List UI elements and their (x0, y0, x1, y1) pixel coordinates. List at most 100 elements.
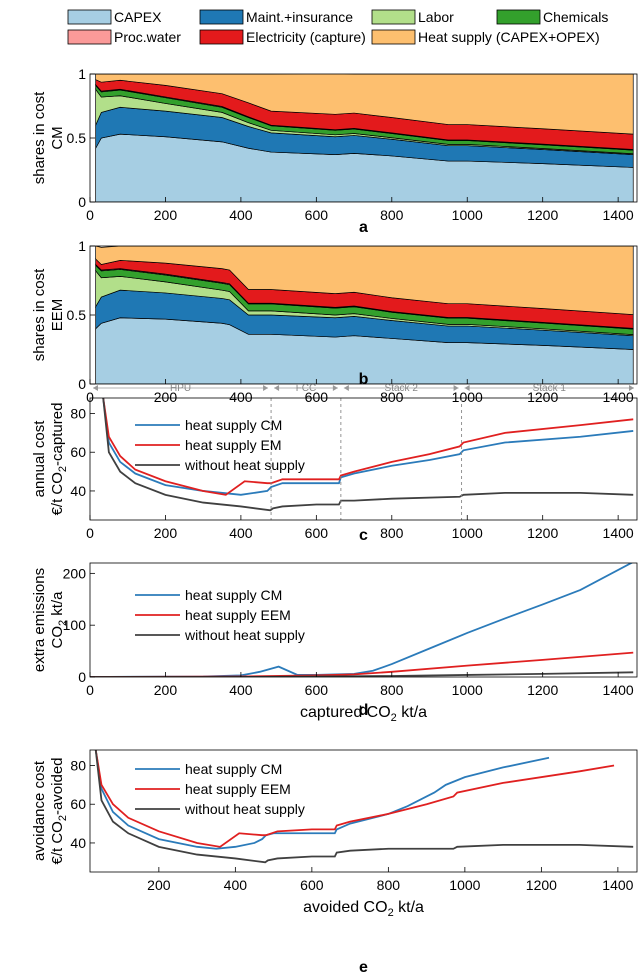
x-tick-label: 800 (377, 877, 401, 893)
plot-frame (89, 562, 638, 678)
y-axis-label-line2: €/t CO2-avoided (49, 757, 69, 864)
region-label: FCC (296, 383, 317, 394)
x-tick-label: 200 (154, 207, 178, 223)
y-axis-label-line2: CM (49, 126, 66, 149)
x-tick-label: 1000 (449, 877, 480, 893)
x-tick-label: 800 (380, 682, 404, 698)
y-tick-label: 1 (78, 238, 86, 254)
region-arrow-head-right (453, 385, 459, 391)
x-tick-label: 400 (229, 389, 253, 405)
y-tick-label: 0 (78, 376, 86, 392)
y-tick-label: 0.5 (67, 307, 87, 323)
y-tick-label: 80 (70, 757, 86, 773)
x-tick-label: 600 (305, 207, 329, 223)
series-line-heat-supply-eem (94, 750, 615, 848)
x-tick-label: 0 (86, 207, 94, 223)
x-tick-label: 1200 (527, 525, 558, 541)
legend-swatch-4 (67, 29, 112, 45)
x-tick-label: 1200 (526, 877, 557, 893)
x-tick-label: 1400 (603, 682, 634, 698)
x-tick-label: 600 (305, 525, 329, 541)
panel-c-annual-cost: HPU FCC Stack 2 Stack 1 heat supply CM heat s… (31, 383, 638, 544)
x-tick-label: 800 (380, 207, 404, 223)
y-axis-label-line1: extra emissions (31, 568, 48, 672)
legend-swatch-1 (199, 9, 244, 25)
y-tick-label: 100 (63, 617, 87, 633)
region-arrow-head-left (93, 385, 98, 391)
series-line-heat-supply-cm (90, 563, 634, 677)
legend-entry: heat supply EEM (185, 781, 291, 797)
legend-swatch-0 (67, 9, 112, 25)
legend-entry: heat supply EM (185, 437, 282, 453)
x-tick-label: 600 (300, 877, 324, 893)
panel-letter: c (359, 527, 368, 544)
plot-area (90, 563, 634, 677)
x-tick-label: 1400 (603, 389, 634, 405)
x-tick-label: 400 (229, 525, 253, 541)
legend-label-6: Heat supply (CAPEX+OPEX) (418, 29, 600, 45)
panel-letter: a (359, 219, 368, 236)
region-label: Stack 2 (385, 383, 419, 394)
x-tick-label: 1200 (527, 682, 558, 698)
region-arrow-head-right (629, 385, 634, 391)
panel-e-avoidance-cost: heat supply CM heat supply EEM without hea… (31, 749, 638, 974)
x-tick-label: 1000 (452, 207, 483, 223)
x-tick-label: 600 (305, 389, 329, 405)
area-heat-supply-capex-opex- (95, 246, 634, 315)
legend-swatch-6 (371, 29, 416, 45)
legend-entry: heat supply EEM (185, 607, 291, 623)
y-tick-label: 60 (70, 796, 86, 812)
region-arrow-head-right (263, 385, 269, 391)
panel-a-cm-cost-shares: 0 200 400 600 800 1000 1200 1400 0 0.5 1 shares in … (31, 66, 638, 236)
series-line-without-heat-supply (102, 398, 634, 512)
region-arrow-head-left (274, 385, 280, 391)
series-line-heat-supply-cm (102, 398, 634, 496)
y-tick-label: 40 (70, 835, 86, 851)
region-label: Stack 1 (533, 383, 567, 394)
x-tick-label: 400 (229, 682, 253, 698)
x-axis-label: captured CO2 kt/a (300, 704, 427, 724)
x-tick-label: 1000 (452, 389, 483, 405)
region-arrow-head-left (343, 385, 349, 391)
y-tick-label: 1 (78, 66, 86, 82)
plot-frame (89, 749, 638, 873)
x-tick-label: 600 (305, 682, 329, 698)
x-tick-label: 0 (86, 682, 94, 698)
y-axis-label-line1: avoidance cost (31, 760, 48, 861)
legend-swatch-2 (371, 9, 416, 25)
x-tick-label: 1000 (452, 682, 483, 698)
y-axis-label-line2: €/t CO2-captured (49, 403, 69, 516)
y-axis-label-line2: CO2 kt/a (49, 591, 69, 649)
legend-entry: heat supply CM (185, 761, 282, 777)
x-tick-label: 1400 (602, 877, 633, 893)
legend-label-5: Electricity (capture) (246, 29, 366, 45)
legend-swatch-3 (496, 9, 541, 25)
panel-letter: d (359, 702, 369, 719)
plot-area (95, 246, 634, 384)
x-tick-label: 1400 (603, 525, 634, 541)
x-tick-label: 0 (86, 525, 94, 541)
legend: CAPEX Maint.+insurance Labor Chemicals Proc.… (67, 9, 608, 45)
x-tick-label: 200 (147, 877, 171, 893)
x-tick-label: 1200 (527, 389, 558, 405)
x-tick-label: 1400 (603, 207, 634, 223)
legend-swatch-5 (199, 29, 244, 45)
x-tick-label: 400 (224, 877, 248, 893)
region-label: HPU (170, 383, 191, 394)
legend-entry: heat supply CM (185, 417, 282, 433)
x-tick-label: 200 (154, 389, 178, 405)
legend-label-2: Labor (418, 9, 454, 25)
legend-label-1: Maint.+insurance (246, 9, 353, 25)
x-tick-label: 1000 (452, 525, 483, 541)
x-axis-label: avoided CO2 kt/a (303, 899, 424, 919)
panel-letter: e (359, 959, 368, 974)
y-axis-label-line1: shares in cost (31, 268, 48, 361)
y-axis-label-line2: EEM (49, 299, 66, 332)
region-arrow-head-left (464, 385, 470, 391)
legend-label-4: Proc.water (114, 29, 181, 45)
legend-label-3: Chemicals (543, 9, 608, 25)
legend-entry: without heat supply (184, 457, 305, 473)
x-tick-label: 1200 (527, 207, 558, 223)
y-axis-label-line1: shares in cost (31, 91, 48, 184)
legend-entry: without heat supply (184, 627, 305, 643)
